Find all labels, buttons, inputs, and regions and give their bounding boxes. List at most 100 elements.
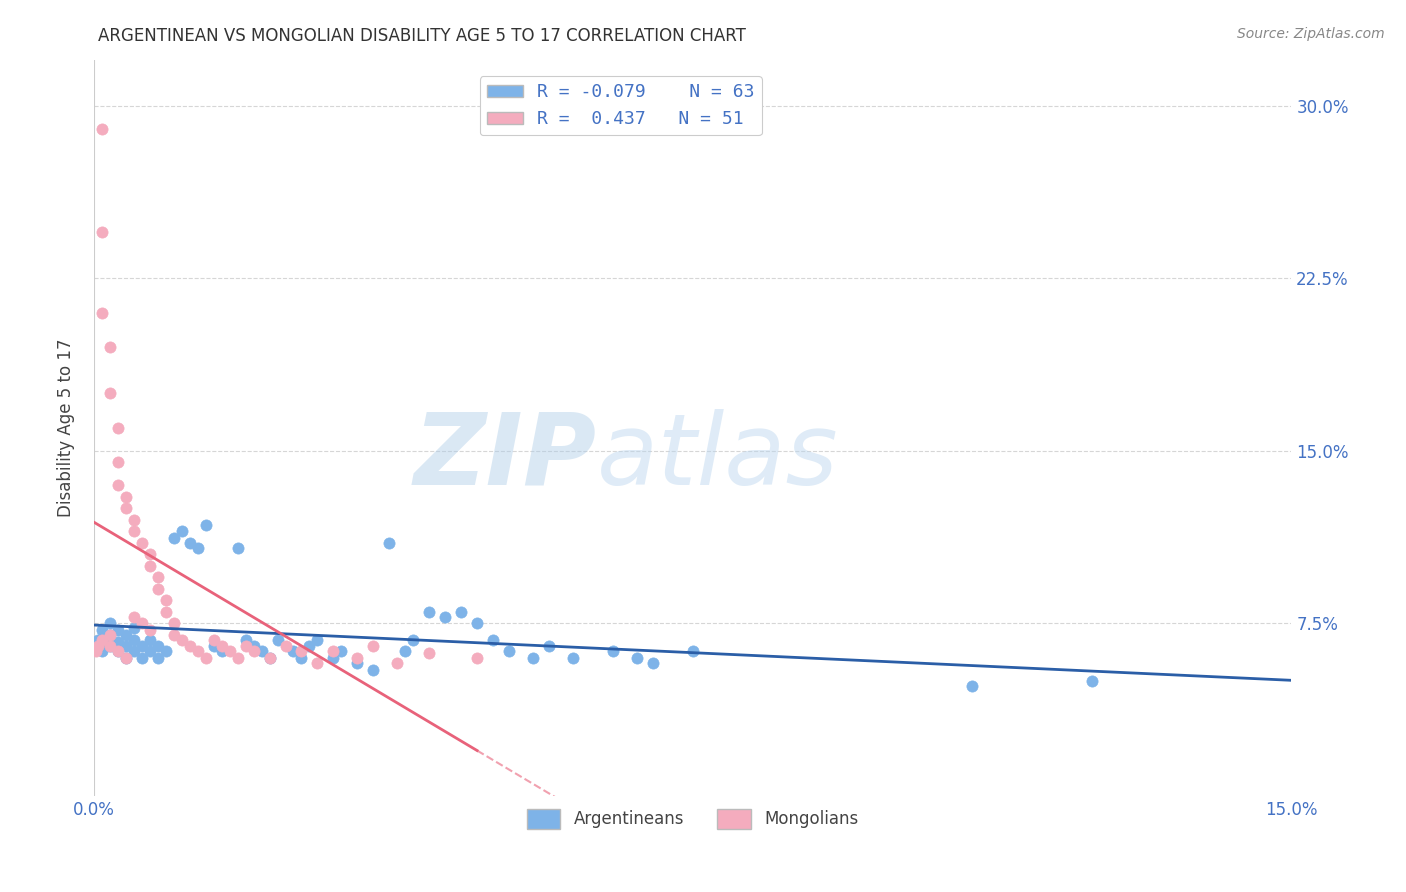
Point xyxy=(115,628,138,642)
Point xyxy=(87,640,110,654)
Point xyxy=(155,605,177,619)
Point xyxy=(330,644,353,658)
Point xyxy=(146,651,169,665)
Point xyxy=(202,640,225,654)
Text: ZIP: ZIP xyxy=(413,409,596,506)
Point xyxy=(235,632,257,647)
Point xyxy=(179,536,201,550)
Point xyxy=(86,644,108,658)
Point xyxy=(155,593,177,607)
Point xyxy=(283,644,305,658)
Point xyxy=(322,651,344,665)
Point xyxy=(139,558,162,573)
Point xyxy=(187,644,209,658)
Point xyxy=(346,651,368,665)
Point xyxy=(450,605,472,619)
Point xyxy=(226,541,249,555)
Point xyxy=(346,656,368,670)
Point xyxy=(122,524,145,539)
Point xyxy=(155,644,177,658)
Point xyxy=(387,656,409,670)
Point xyxy=(363,663,385,677)
Point xyxy=(139,632,162,647)
Point xyxy=(90,644,112,658)
Point xyxy=(402,632,425,647)
Point xyxy=(682,644,704,658)
Point xyxy=(146,640,169,654)
Point xyxy=(498,644,520,658)
Point xyxy=(226,651,249,665)
Point xyxy=(98,340,121,354)
Point xyxy=(187,541,209,555)
Point xyxy=(98,640,121,654)
Point xyxy=(218,644,240,658)
Text: Source: ZipAtlas.com: Source: ZipAtlas.com xyxy=(1237,27,1385,41)
Point xyxy=(266,632,288,647)
Point xyxy=(194,651,217,665)
Point xyxy=(98,628,121,642)
Point xyxy=(122,644,145,658)
Point xyxy=(242,644,264,658)
Point xyxy=(170,524,193,539)
Point xyxy=(465,651,488,665)
Legend: Argentineans, Mongolians: Argentineans, Mongolians xyxy=(520,802,865,836)
Point xyxy=(418,647,440,661)
Point xyxy=(307,656,329,670)
Point xyxy=(139,624,162,638)
Point xyxy=(146,570,169,584)
Point xyxy=(131,536,153,550)
Point xyxy=(163,616,186,631)
Point xyxy=(163,531,186,545)
Point xyxy=(90,632,112,647)
Point xyxy=(107,455,129,469)
Point xyxy=(202,632,225,647)
Point xyxy=(115,651,138,665)
Point xyxy=(378,536,401,550)
Point xyxy=(98,616,121,631)
Point xyxy=(211,644,233,658)
Point xyxy=(602,644,624,658)
Point xyxy=(259,651,281,665)
Point xyxy=(122,513,145,527)
Point xyxy=(107,624,129,638)
Point xyxy=(465,616,488,631)
Point xyxy=(90,632,112,647)
Point xyxy=(115,501,138,516)
Point xyxy=(537,640,560,654)
Point xyxy=(394,644,416,658)
Point xyxy=(290,651,312,665)
Point xyxy=(274,640,297,654)
Point xyxy=(561,651,583,665)
Point xyxy=(307,632,329,647)
Y-axis label: Disability Age 5 to 17: Disability Age 5 to 17 xyxy=(58,339,75,517)
Point xyxy=(107,421,129,435)
Point xyxy=(250,644,273,658)
Point xyxy=(139,548,162,562)
Point xyxy=(98,386,121,401)
Point xyxy=(98,628,121,642)
Point xyxy=(290,644,312,658)
Point xyxy=(122,632,145,647)
Point xyxy=(139,644,162,658)
Point xyxy=(235,640,257,654)
Point xyxy=(194,517,217,532)
Point xyxy=(98,632,121,647)
Point xyxy=(115,651,138,665)
Point xyxy=(107,644,129,658)
Point xyxy=(107,478,129,492)
Point xyxy=(90,624,112,638)
Point xyxy=(363,640,385,654)
Point xyxy=(146,582,169,596)
Point xyxy=(131,651,153,665)
Point xyxy=(522,651,544,665)
Text: atlas: atlas xyxy=(596,409,838,506)
Point xyxy=(434,609,457,624)
Point xyxy=(1081,673,1104,688)
Point xyxy=(131,640,153,654)
Point xyxy=(626,651,648,665)
Point xyxy=(418,605,440,619)
Point xyxy=(115,490,138,504)
Point xyxy=(960,679,983,693)
Point xyxy=(122,621,145,635)
Point xyxy=(131,616,153,631)
